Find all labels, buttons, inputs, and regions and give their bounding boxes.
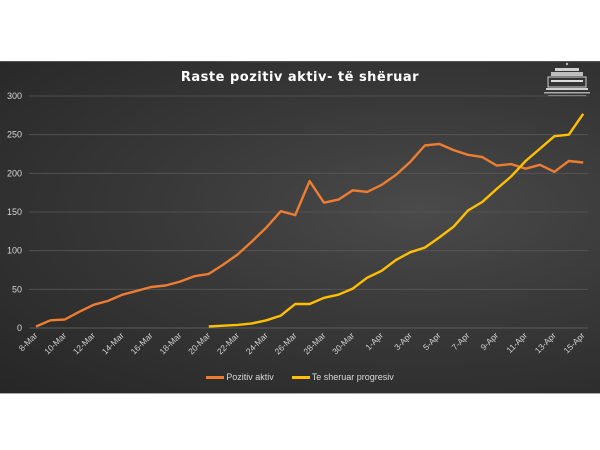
y-tick-label: 0 xyxy=(17,323,22,333)
x-tick-label: 15-Apr xyxy=(562,330,587,355)
y-tick-label: 250 xyxy=(7,130,22,140)
x-tick-label: 1-Apr xyxy=(363,330,385,352)
x-tick-label: 20-Mar xyxy=(186,330,212,356)
y-tick-label: 150 xyxy=(7,207,22,217)
x-tick-label: 24-Mar xyxy=(244,330,270,356)
y-tick-label: 200 xyxy=(7,168,22,178)
x-tick-label: 8-Mar xyxy=(17,330,40,353)
x-tick-label: 5-Apr xyxy=(421,330,443,352)
x-tick-label: 12-Mar xyxy=(71,330,97,356)
chart-panel xyxy=(0,61,600,394)
x-tick-label: 22-Mar xyxy=(215,330,241,356)
x-tick-label: 30-Mar xyxy=(330,330,356,356)
legend-swatch-orange xyxy=(206,375,225,379)
x-tick-label: 3-Apr xyxy=(392,330,414,352)
legend-label: Te sheruar progresiv xyxy=(311,372,394,382)
chart-legend: Pozitiv aktiv Te sheruar progresiv xyxy=(0,372,600,382)
x-tick-label: 18-Mar xyxy=(157,330,183,356)
y-tick-label: 100 xyxy=(7,246,22,256)
legend-label: Pozitiv aktiv xyxy=(226,372,274,382)
legend-item-pozitiv-aktiv: Pozitiv aktiv xyxy=(206,372,274,382)
x-tick-label: 26-Mar xyxy=(272,330,298,356)
x-tick-label: 28-Mar xyxy=(301,330,327,356)
y-tick-label: 300 xyxy=(7,91,22,101)
legend-swatch-yellow xyxy=(291,375,310,379)
x-tick-label: 13-Apr xyxy=(533,330,558,355)
x-tick-label: 7-Apr xyxy=(450,330,472,352)
x-tick-label: 9-Apr xyxy=(478,330,500,352)
legend-item-te-sheruar: Te sheruar progresiv xyxy=(291,372,394,382)
y-tick-label: 50 xyxy=(12,284,22,294)
series-line-pozitiv-aktiv xyxy=(35,142,584,328)
series-line-te-sheruar xyxy=(208,113,585,328)
x-tick-label: 14-Mar xyxy=(100,330,126,356)
chart-title: Raste pozitiv aktiv- të shëruar xyxy=(180,70,420,85)
x-tick-label: 16-Mar xyxy=(128,330,154,356)
x-tick-label: 10-Mar xyxy=(42,330,68,356)
x-tick-label: 11-Apr xyxy=(504,330,529,355)
